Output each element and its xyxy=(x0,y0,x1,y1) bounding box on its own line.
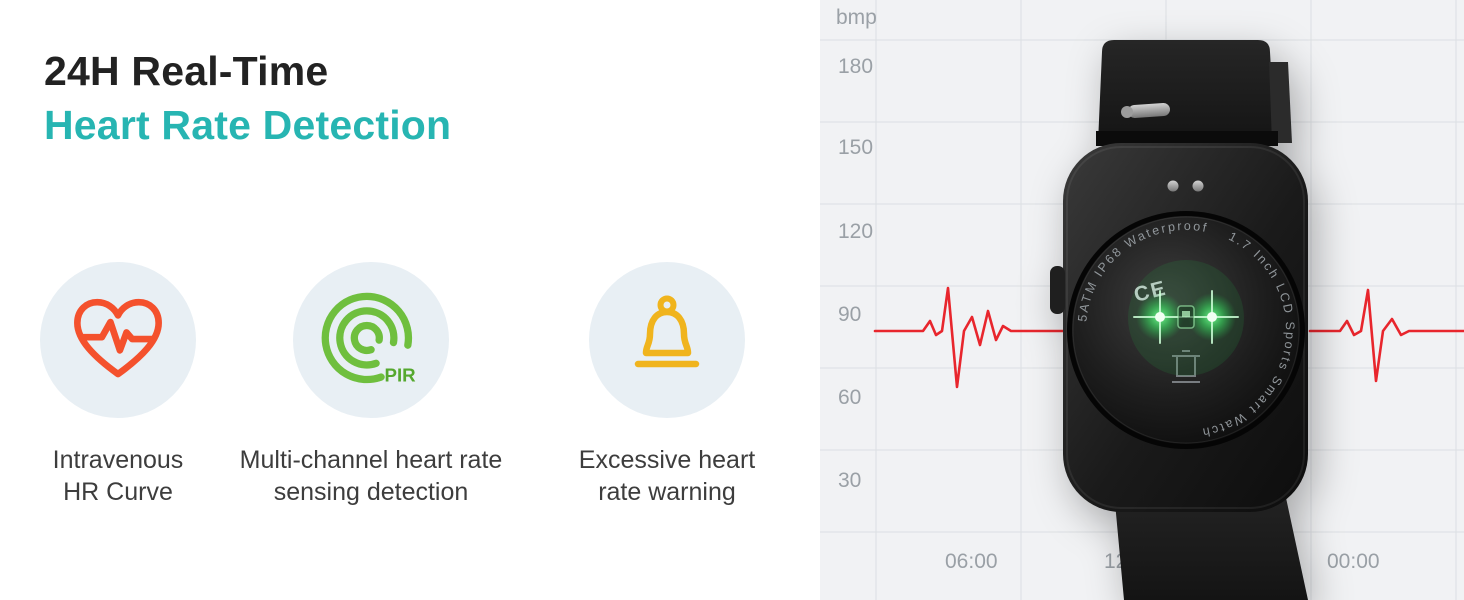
led-core-right xyxy=(1207,312,1217,322)
watch-contact-dot xyxy=(1192,180,1204,192)
feature-icon-circle xyxy=(40,262,196,418)
bell-icon xyxy=(634,295,700,368)
feature-excessive-hr-warning: Excessive heart rate warning xyxy=(507,262,827,508)
watch-contact-dot xyxy=(1167,180,1179,192)
sensor-module-window xyxy=(1182,311,1190,317)
ecg-line-left xyxy=(873,286,1082,389)
y-tick-150: 150 xyxy=(838,136,874,159)
feature-multichannel-sensing: PIR Multi-channel heart rate sensing det… xyxy=(211,262,531,508)
x-tick-0000: 00:00 xyxy=(1327,550,1380,573)
pir-sensor-icon: PIR xyxy=(321,292,417,386)
y-axis-unit-label: bmp xyxy=(836,6,877,29)
feature-icon-circle xyxy=(589,262,745,418)
ecg-line-right xyxy=(1308,288,1464,383)
feature-intravenous-hr-curve: Intravenous HR Curve xyxy=(0,262,278,508)
watch-back-disc-highlight xyxy=(1072,216,1300,444)
feature-icon-circle: PIR xyxy=(293,262,449,418)
caption-line-1: Excessive heart xyxy=(578,446,756,474)
smartwatch-back-image: 5ATM IP68 Waterproof 1.7 Inch LCD Sports… xyxy=(1050,40,1308,600)
feature-caption: Intravenous HR Curve xyxy=(0,444,278,508)
x-tick-0600: 06:00 xyxy=(945,550,998,573)
caption-line-2: sensing detection xyxy=(273,478,469,506)
weee-icon xyxy=(1172,350,1200,383)
led-core-left xyxy=(1155,312,1165,322)
caption-line-2: HR Curve xyxy=(63,478,173,506)
pir-badge-text: PIR xyxy=(385,365,417,386)
watch-top-strap xyxy=(1098,40,1275,143)
y-tick-120: 120 xyxy=(838,220,874,243)
sensor-led-group xyxy=(1128,260,1244,376)
y-tick-60: 60 xyxy=(838,386,862,409)
watch-strap-pin-top xyxy=(1128,102,1170,119)
page-title: 24H Real-Time Heart Rate Detection xyxy=(44,44,451,152)
watch-top-strap-keeper xyxy=(1269,62,1292,143)
watch-side-button xyxy=(1050,266,1065,314)
title-line-1: 24H Real-Time xyxy=(44,48,329,94)
feature-caption: Multi-channel heart rate sensing detecti… xyxy=(211,444,531,508)
feature-caption: Excessive heart rate warning xyxy=(507,444,827,508)
caption-line-1: Multi-channel heart rate xyxy=(239,446,503,474)
caption-line-2: rate warning xyxy=(598,478,736,506)
caption-line-1: Intravenous xyxy=(52,446,184,474)
y-tick-30: 30 xyxy=(838,469,862,492)
watch-strap-pin-top-cap xyxy=(1121,106,1133,118)
y-tick-180: 180 xyxy=(838,55,874,78)
watch-hinge-top xyxy=(1096,131,1278,146)
heart-pulse-icon xyxy=(74,298,162,378)
y-tick-90: 90 xyxy=(838,303,862,326)
title-line-2: Heart Rate Detection xyxy=(44,102,452,148)
